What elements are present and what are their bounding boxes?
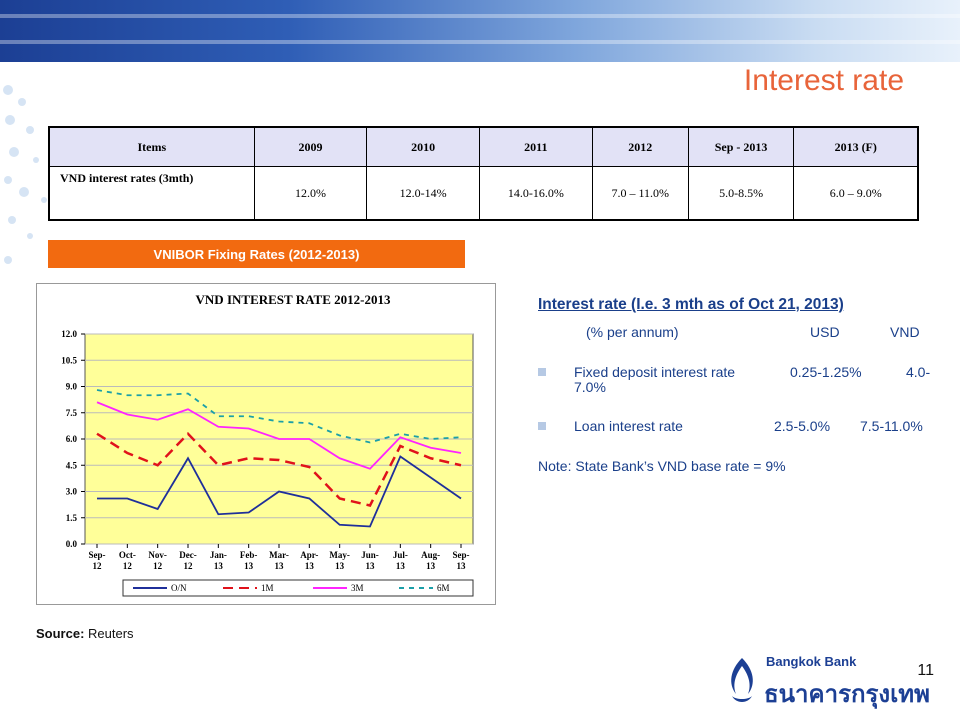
- x-tick-label: 13: [244, 561, 254, 571]
- series-line-6m: [96, 389, 462, 444]
- x-tick-label: 12: [184, 561, 194, 571]
- x-tick-label: Sep-: [452, 550, 469, 560]
- y-tick-label: 0.0: [66, 539, 78, 549]
- x-tick-label: 12: [123, 561, 133, 571]
- y-tick-label: 1.5: [66, 513, 78, 523]
- table-cell: 12.0%: [253, 166, 368, 221]
- x-tick-label: Feb-: [240, 550, 258, 560]
- table-header-cell: 2011: [478, 126, 593, 167]
- y-tick-label: 7.5: [66, 408, 78, 418]
- x-tick-label: 12: [93, 561, 103, 571]
- table-header-cell: 2010: [366, 126, 480, 167]
- legend-label: 3M: [351, 583, 364, 593]
- series-line-1m: [96, 431, 462, 507]
- x-tick-label: Oct-: [119, 550, 136, 560]
- bullet-square: [538, 422, 546, 430]
- x-tick-label: 13: [457, 561, 467, 571]
- x-tick-label: 12: [153, 561, 163, 571]
- source-value: Reuters: [88, 626, 134, 641]
- chart-frame: VND INTEREST RATE 2012-2013 0.0 1.5 3.0 4.5 6…: [36, 283, 496, 605]
- fixed-deposit-vnd-continued: 7.0%: [574, 379, 606, 395]
- top-banner: [0, 0, 960, 62]
- legend-label: 6M: [437, 583, 450, 593]
- lotus-icon: [731, 658, 753, 702]
- table-cell: 5.0-8.5%: [687, 166, 795, 221]
- y-tick-label: 9.0: [66, 382, 78, 392]
- fixed-deposit-usd: 0.25-1.25%: [790, 364, 862, 380]
- chart-title: VND INTEREST RATE 2012-2013: [196, 292, 391, 307]
- list-item: Fixed deposit interest rate 0.25-1.25% 4…: [538, 364, 938, 404]
- x-tick-label: 13: [214, 561, 224, 571]
- y-tick-label: 6.0: [66, 434, 78, 444]
- table-cell: 6.0 – 9.0%: [793, 166, 919, 221]
- y-tick-label: 10.5: [61, 355, 77, 365]
- vnd-interest-rate-chart: VND INTEREST RATE 2012-2013 0.0 1.5 3.0 4.5 6…: [61, 292, 474, 597]
- table-header-cell: 2012: [591, 126, 689, 167]
- series-line-on: [97, 455, 462, 528]
- logo-thai-text: ธนาคารกรุงเทพ: [764, 681, 930, 708]
- x-tick-label: 13: [426, 561, 436, 571]
- x-tick-label: May-: [329, 550, 350, 560]
- x-tick-label: Nov-: [148, 550, 167, 560]
- x-tick-label: Mar-: [269, 550, 289, 560]
- x-tick-label: 13: [335, 561, 345, 571]
- series-line-3m: [96, 401, 462, 470]
- x-tick-label: Dec-: [179, 550, 197, 560]
- loan-rate-vnd: 7.5-11.0%: [860, 418, 923, 434]
- table-cell: 12.0-14%: [366, 166, 480, 221]
- x-tick-label: Jul-: [393, 550, 408, 560]
- x-tick-label: 13: [366, 561, 376, 571]
- y-tick-label: 3.0: [66, 487, 78, 497]
- fixed-deposit-vnd: 4.0-: [906, 364, 931, 380]
- table-header-cell: 2013 (F): [793, 126, 919, 167]
- table-cell: 14.0-16.0%: [478, 166, 593, 221]
- interest-rate-info: Interest rate (I.e. 3 mth as of Oct 21, …: [538, 296, 938, 474]
- x-tick-label: Sep-: [88, 550, 105, 560]
- legend-box: [122, 579, 474, 597]
- x-tick-label: 13: [275, 561, 285, 571]
- x-tick-label: 13: [396, 561, 406, 571]
- y-tick-label: 12.0: [61, 329, 77, 339]
- vnd-column-label: VND: [890, 324, 920, 340]
- usd-column-label: USD: [810, 324, 840, 340]
- y-tick-label: 4.5: [66, 460, 78, 470]
- table-header-cell: Items: [48, 126, 255, 167]
- x-tick-label: 13: [305, 561, 315, 571]
- loan-rate-usd: 2.5-5.0%: [774, 418, 831, 434]
- source-line: Source: Reuters: [36, 626, 134, 641]
- page-number: 11: [917, 662, 934, 679]
- table-row-label: VND interest rates (3mth): [48, 166, 255, 221]
- table-header-cell: Sep - 2013: [687, 126, 795, 167]
- loan-rate-label: Loan interest rate: [574, 418, 683, 434]
- x-tick-label: Jan-: [210, 550, 227, 560]
- table-header-cell: 2009: [253, 126, 368, 167]
- info-heading: Interest rate (I.e. 3 mth as of Oct 21, …: [538, 296, 844, 313]
- source-label: Source:: [36, 626, 85, 641]
- logo-english-text: Bangkok Bank: [766, 654, 857, 669]
- table-cell: 7.0 – 11.0%: [591, 166, 689, 221]
- bangkok-bank-logo: Bangkok Bank ธนาคารกรุงเทพ: [722, 654, 944, 712]
- table-header-row: Items 2009 2010 2011 2012 Sep - 2013 201…: [48, 126, 919, 167]
- decorative-dots: [3, 85, 47, 264]
- base-rate-note: Note: State Bank’s VND base rate = 9%: [538, 458, 786, 474]
- bullet-square: [538, 368, 546, 376]
- chart-banner: VNIBOR Fixing Rates (2012-2013): [48, 240, 465, 268]
- unit-label: (% per annum): [586, 324, 679, 340]
- x-tick-label: Jun-: [361, 550, 379, 560]
- interest-rate-table: Items 2009 2010 2011 2012 Sep - 2013 201…: [48, 126, 919, 221]
- legend-label: 1M: [261, 583, 274, 593]
- page-title: Interest rate: [743, 64, 904, 97]
- x-tick-label: Aug-: [421, 550, 440, 560]
- legend-label: O/N: [171, 583, 187, 593]
- fixed-deposit-label: Fixed deposit interest rate: [574, 364, 736, 380]
- x-tick-label: Apr-: [300, 550, 318, 560]
- table-row: VND interest rates (3mth) 12.0% 12.0-14%…: [48, 166, 919, 221]
- list-item: Loan interest rate 2.5-5.0% 7.5-11.0%: [538, 418, 938, 438]
